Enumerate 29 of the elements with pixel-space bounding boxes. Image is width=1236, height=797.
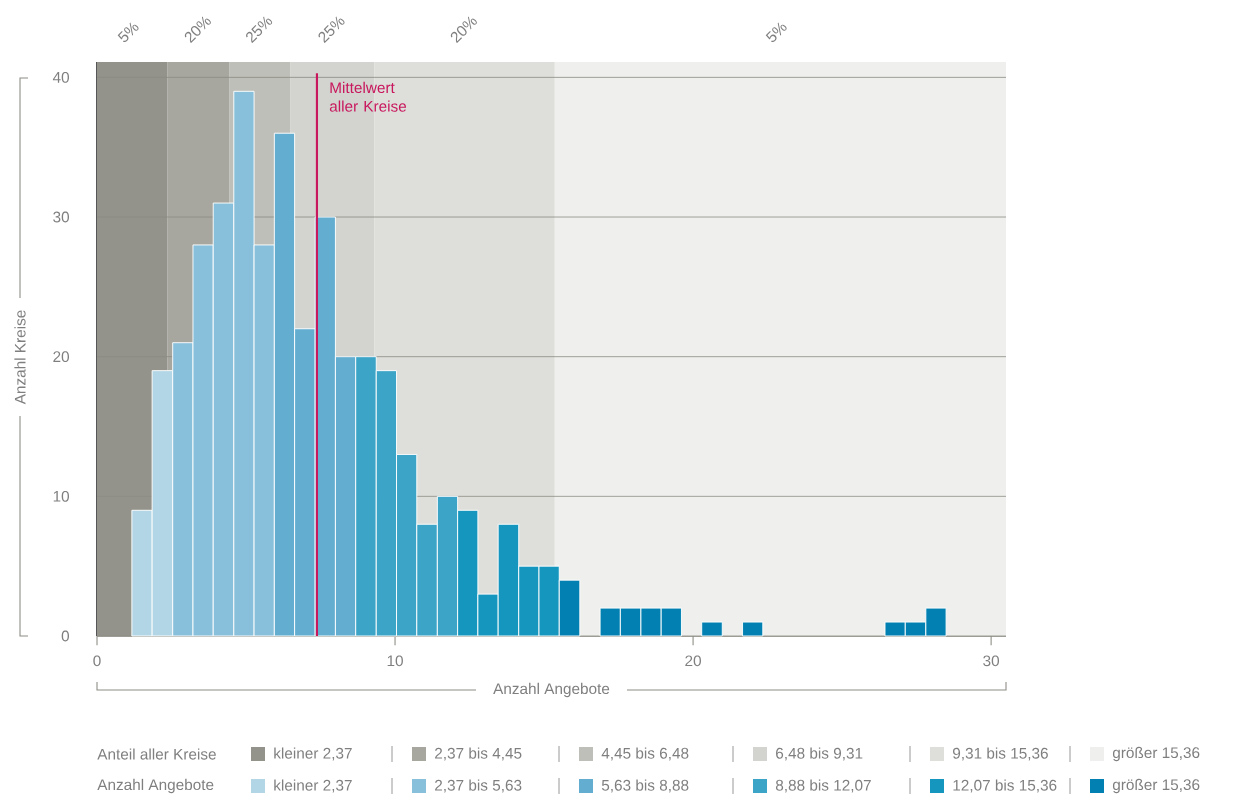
y-tick-label: 20	[53, 351, 70, 363]
text: größer 15,36	[1112, 746, 1200, 762]
y-tick-label: 0	[61, 630, 70, 642]
band-label: 25%	[246, 16, 273, 44]
text: größer 15,36	[1112, 778, 1200, 794]
text: 2,37 bis 4,45	[435, 747, 522, 761]
ref-line-label: Mittelwert aller Kreise	[329, 81, 407, 112]
text: Anzahl Angebote	[97, 778, 214, 794]
x-tick-label: 30	[983, 655, 1000, 667]
y-tick-label: 10	[53, 490, 70, 502]
band-label: 5%	[765, 22, 787, 43]
y-tick-label: 30	[53, 211, 70, 223]
text: kleiner 2,37	[274, 779, 352, 793]
x-axis-title: Anzahl Angebote	[493, 682, 610, 698]
text: Anteil aller Kreise	[97, 748, 216, 760]
text: 12,07 bis 15,36	[953, 779, 1057, 793]
y-tick-label: 40	[52, 71, 70, 83]
x-tick-label: 0	[93, 655, 101, 667]
text: 8,88 bis 12,07	[775, 779, 871, 793]
text: 6,48 bis 9,31	[776, 747, 863, 761]
y-axis-title: Anzahl Kreise	[14, 310, 26, 405]
text: 5,63 bis 8,88	[601, 779, 689, 793]
text: 4,45 bis 6,48	[601, 747, 689, 761]
text: 2,37 bis 5,63	[435, 779, 522, 793]
x-tick-label: 20	[685, 655, 701, 667]
x-tick-label: 10	[387, 655, 403, 667]
text: 9,31 bis 15,36	[952, 747, 1048, 761]
text: kleiner 2,37	[274, 747, 352, 761]
band-label: 5%	[117, 22, 139, 43]
